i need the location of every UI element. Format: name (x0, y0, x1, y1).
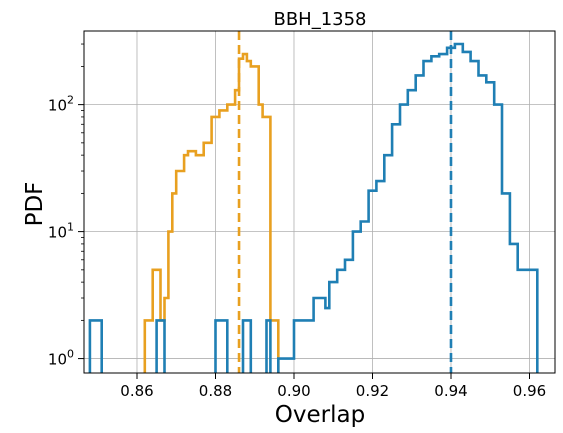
y-axis-label: PDF (22, 182, 48, 227)
x-tick-label: 0.86 (120, 382, 153, 400)
y-axis-ticks: 100 101 102 (48, 43, 84, 369)
x-tick-label: 0.88 (199, 382, 232, 400)
x-axis-label: Overlap (275, 402, 365, 428)
histogram-series-1 (88, 42, 539, 373)
x-tick-label: 0.90 (277, 382, 310, 400)
plot-frame (83, 30, 556, 374)
histogram-series-0 (143, 52, 280, 373)
x-tick-label: 0.92 (356, 382, 389, 400)
y-tick-label: 102 (48, 94, 74, 115)
median-lines (237, 31, 453, 373)
chart-title: BBH_1358 (273, 9, 366, 30)
y-tick-label: 100 (48, 348, 74, 369)
x-tick-label: 0.94 (434, 382, 467, 400)
x-axis-ticks: 0.86 0.88 0.90 0.92 0.94 0.96 (120, 373, 546, 400)
gridlines (84, 31, 555, 373)
x-tick-label: 0.96 (513, 382, 546, 400)
series-layer (88, 42, 539, 373)
y-tick-label: 101 (48, 221, 74, 242)
